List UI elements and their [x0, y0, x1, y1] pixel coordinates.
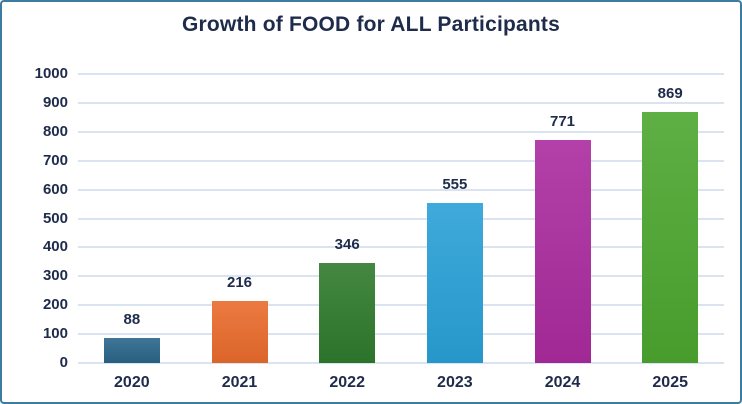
bar-value-label: 869 — [657, 84, 683, 102]
y-tick-label: 0 — [59, 354, 68, 371]
y-tick-label: 400 — [42, 238, 68, 256]
x-axis-label: 2023 — [437, 374, 473, 391]
x-axis-label: 2020 — [114, 374, 150, 391]
bar-column: 88 2020 — [78, 74, 186, 391]
gridline — [78, 333, 724, 336]
bar-column: 771 2024 — [509, 74, 617, 391]
x-axis-label: 2025 — [652, 374, 688, 391]
gridline — [78, 217, 724, 220]
y-tick-label: 700 — [42, 151, 68, 169]
bars-row: 88 2020 216 2021 346 2022 555 2023 771 2024 869 202… — [78, 74, 724, 391]
y-tick-label: 900 — [42, 93, 68, 111]
y-tick-label: 800 — [42, 122, 68, 140]
bar-column: 555 2023 — [401, 74, 509, 391]
gridline — [78, 101, 724, 104]
x-axis-label: 2022 — [329, 374, 365, 391]
bar — [211, 300, 268, 363]
bars-container: 88 2020 216 2021 346 2022 555 2023 771 2024 869 202… — [78, 74, 724, 391]
gridline — [78, 362, 724, 364]
y-tick-label: 500 — [42, 209, 68, 227]
y-tick-label: 100 — [42, 325, 68, 343]
bar-value-label: 216 — [226, 273, 253, 291]
gridline — [78, 304, 724, 307]
gridline — [78, 275, 724, 278]
bar — [426, 202, 483, 363]
gridline — [78, 188, 724, 191]
bar-column: 346 2022 — [293, 74, 401, 391]
bar-value-label: 555 — [442, 175, 468, 193]
bar — [103, 337, 160, 363]
gridline — [78, 73, 724, 75]
bar-value-label: 88 — [123, 310, 141, 328]
bar-column: 216 2021 — [186, 74, 294, 391]
plot-area: 0 100 200 300 400 500 600 700 800 900 1000 88 2020 2… — [35, 65, 724, 391]
chart-title: Growth of FOOD for ALL Participants — [181, 13, 560, 36]
gridline — [78, 130, 724, 133]
y-tick-label: 300 — [42, 267, 68, 285]
bar-column: 869 2025 — [616, 74, 724, 391]
bar — [534, 140, 591, 363]
bar-value-label: 771 — [550, 113, 576, 131]
x-axis-label: 2024 — [544, 374, 581, 391]
bar-value-label: 346 — [334, 236, 360, 254]
bar — [642, 111, 699, 363]
x-axis-label: 2021 — [221, 374, 258, 391]
bar — [319, 263, 376, 363]
y-tick-label: 200 — [42, 296, 68, 314]
y-tick-label: 600 — [42, 180, 68, 198]
y-tick-label: 1000 — [34, 65, 68, 82]
gridline — [78, 246, 724, 249]
gridline — [78, 159, 724, 162]
